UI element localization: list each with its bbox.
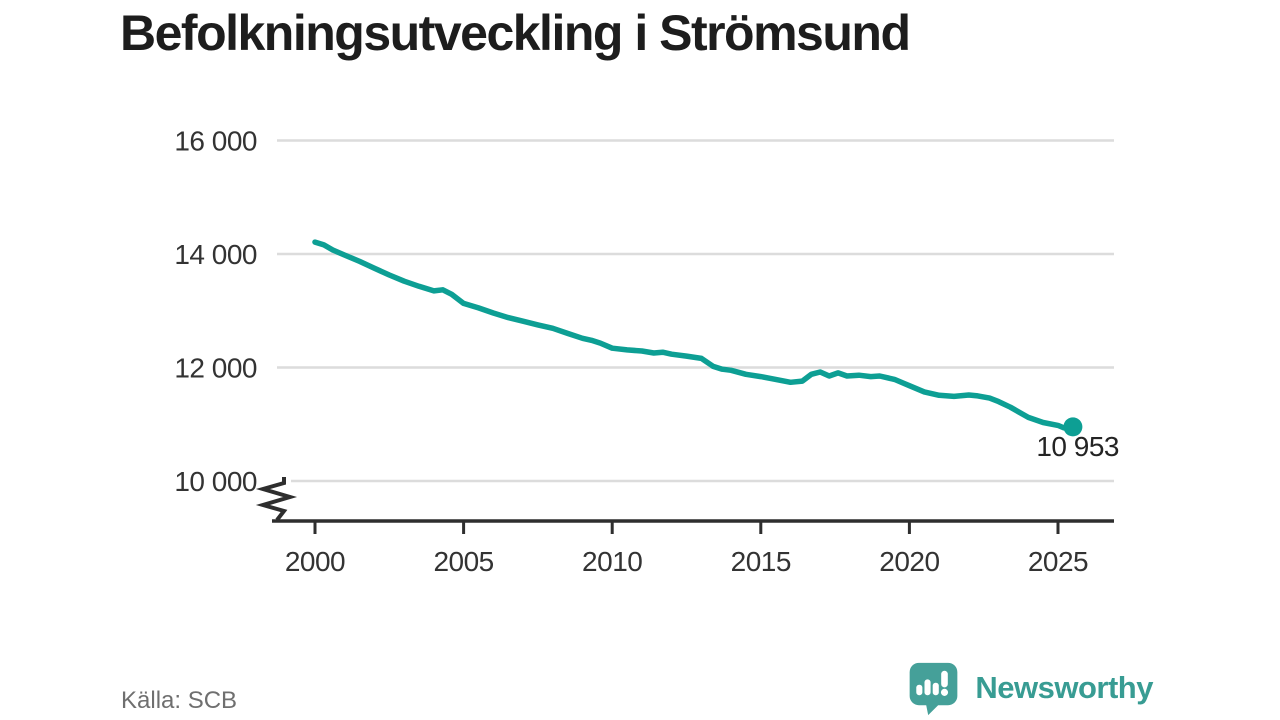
source-note: Källa: SCB bbox=[121, 687, 238, 714]
y-tick-label: 12 000 bbox=[174, 353, 257, 384]
population-line bbox=[312, 239, 1076, 431]
end-value-label: 10 953 bbox=[1036, 431, 1119, 462]
x-tick-label: 2015 bbox=[731, 546, 791, 577]
bar-chart-exclamation-glyph bbox=[916, 670, 949, 696]
newsworthy-logo-text: Newsworthy bbox=[975, 670, 1153, 705]
chart-title: Befolkningsutveckling i Strömsund bbox=[120, 5, 911, 61]
x-tick-label: 2010 bbox=[582, 546, 642, 577]
y-tick-label: 16 000 bbox=[174, 126, 257, 157]
x-tick-label: 2020 bbox=[879, 546, 939, 577]
newsworthy-branding: Newsworthy bbox=[907, 659, 1153, 717]
x-tick-label: 2025 bbox=[1028, 546, 1088, 577]
x-tick-label: 2005 bbox=[433, 546, 493, 577]
x-tick-label: 2000 bbox=[285, 546, 345, 577]
y-tick-label: 10 000 bbox=[174, 466, 257, 497]
y-tick-label: 14 000 bbox=[174, 239, 257, 270]
axis-break-icon bbox=[255, 477, 298, 522]
newsworthy-logo-icon bbox=[910, 662, 958, 716]
endpoint-dot bbox=[1063, 417, 1083, 437]
